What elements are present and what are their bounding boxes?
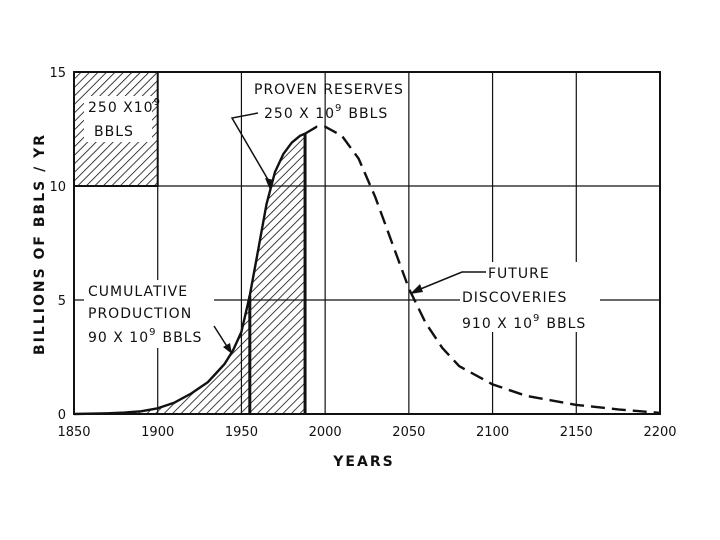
proven-reserves-title: PROVEN RESERVES bbox=[254, 82, 404, 98]
proven-reserves-value: 250 X 109 BBLS bbox=[264, 103, 388, 122]
legend-box-line1: 250 X109 bbox=[88, 97, 161, 116]
y-axis-title: BILLIONS OF BBLS / YR bbox=[32, 133, 48, 355]
x-axis-title: YEARS bbox=[332, 454, 394, 470]
x-tick-2150: 2150 bbox=[560, 425, 593, 440]
plot-frame bbox=[73, 71, 661, 415]
x-tick-2200: 2200 bbox=[643, 425, 676, 440]
y-tick-0: 0 bbox=[58, 408, 66, 423]
cumulative-line2: PRODUCTION bbox=[88, 306, 192, 322]
annotation-proven-reserves: PROVEN RESERVES 250 X 109 BBLS bbox=[230, 82, 404, 190]
grid bbox=[73, 71, 661, 415]
legend-box-line2: BBLS bbox=[94, 124, 134, 140]
series-line-solid bbox=[73, 132, 306, 416]
future-line1: FUTURE bbox=[488, 266, 550, 282]
cumulative-arrow-head bbox=[223, 343, 232, 354]
annotation-cumulative-production: CUMULATIVE PRODUCTION 90 X 109 BBLS bbox=[84, 280, 232, 354]
x-tick-2100: 2100 bbox=[476, 425, 509, 440]
future-arrow-head bbox=[410, 284, 423, 294]
y-tick-10: 10 bbox=[49, 180, 66, 195]
x-tick-1850: 1850 bbox=[57, 425, 90, 440]
cumulative-line1: CUMULATIVE bbox=[88, 284, 188, 300]
y-tick-5: 5 bbox=[58, 294, 66, 309]
future-line3: 910 X 109 BBLS bbox=[462, 313, 586, 332]
future-arrow-line bbox=[417, 271, 486, 291]
x-tick-1950: 1950 bbox=[225, 425, 258, 440]
x-tick-1900: 1900 bbox=[141, 425, 174, 440]
y-tick-15: 15 bbox=[49, 66, 66, 81]
proven-reserves-arrow-line bbox=[230, 112, 271, 184]
tick-labels: 1850 1900 1950 2000 2050 2100 2150 2200 0 5 10 15 bbox=[49, 66, 676, 440]
annotation-future-discoveries: FUTURE DISCOVERIES 910 X 109 BBLS bbox=[410, 262, 600, 332]
cumulative-arrow-line bbox=[213, 325, 229, 349]
cumulative-line3: 90 X 109 BBLS bbox=[88, 327, 202, 346]
plot-border bbox=[73, 71, 661, 415]
hatched-proven_reserves bbox=[249, 133, 306, 414]
curve-lines bbox=[73, 125, 661, 416]
series-line-dashed bbox=[304, 125, 661, 415]
x-tick-2050: 2050 bbox=[392, 425, 425, 440]
future-line2: DISCOVERIES bbox=[462, 290, 567, 306]
proven-reserves-arrow-head bbox=[265, 178, 274, 190]
legend-box-label: 250 X109 BBLS bbox=[84, 96, 161, 142]
x-tick-2000: 2000 bbox=[309, 425, 342, 440]
